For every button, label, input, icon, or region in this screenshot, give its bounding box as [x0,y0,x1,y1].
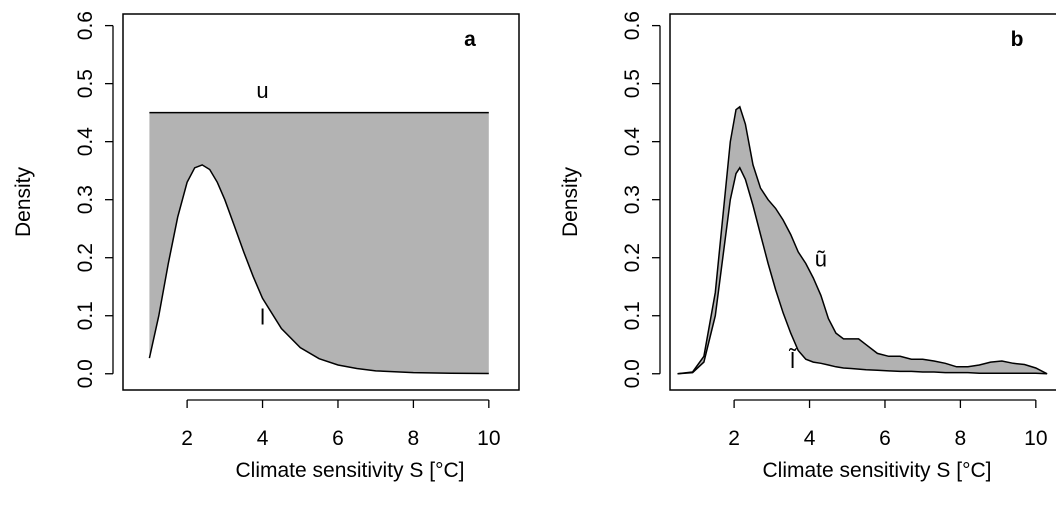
y-tick-label: 0.1 [621,301,644,330]
shaded-band [149,112,489,374]
x-axis-title: Climate sensitivity S [°C] [763,459,992,482]
x-tick-label: 10 [1024,427,1047,450]
plot-frame [122,13,520,391]
lower-bound-line [148,164,489,375]
y-axis-title: Density [559,166,582,237]
y-tick-label: 0.4 [74,127,97,157]
y-tick-label: 0.6 [74,11,97,40]
y-axis-title: Density [12,166,35,237]
y-tick-label: 0.4 [621,127,644,157]
y-tick-label: 0.2 [74,243,97,272]
y-tick-label: 0.2 [621,243,644,272]
y-tick-label: 0.5 [74,69,97,98]
x-tick-label: 8 [955,427,967,450]
plot-frame [669,13,1056,391]
panel-tag: a [464,28,476,51]
x-tick-label: 2 [728,427,740,450]
x-axis-title: Climate sensitivity S [°C] [236,459,465,482]
curve-label: u [256,78,268,103]
y-tick-label: 0.1 [74,301,97,330]
x-tick-label: 4 [804,427,816,450]
y-tick-label: 0.5 [621,69,644,98]
x-tick-label: 4 [257,427,269,450]
x-tick-label: 6 [879,427,891,450]
chart-panel-a: 2 4 6 8 10 0.0 0.1 0.2 0.3 0.4 0.5 0.6 Climate sensi… [12,11,520,482]
curve-label: l̃ [788,348,797,373]
upper-bound-line [677,105,1048,375]
curve-label: ũ [815,246,827,271]
x-tick-label: 8 [408,427,420,450]
chart-panel-b: 2 4 6 8 10 0.0 0.1 0.2 0.3 0.4 0.5 0.6 Climate sensi… [559,11,1056,482]
curve-label: l [260,304,265,329]
shaded-band [677,106,1048,374]
y-tick-label: 0.3 [74,185,97,214]
y-tick-label: 0.3 [621,185,644,214]
y-tick-label: 0.0 [621,359,644,388]
y-tick-label: 0.6 [621,11,644,40]
x-tick-label: 2 [181,427,193,450]
lower-bound-line [677,166,1048,375]
y-tick-label: 0.0 [74,359,97,388]
x-tick-label: 10 [477,427,500,450]
panel-tag: b [1011,28,1024,51]
x-tick-label: 6 [332,427,344,450]
